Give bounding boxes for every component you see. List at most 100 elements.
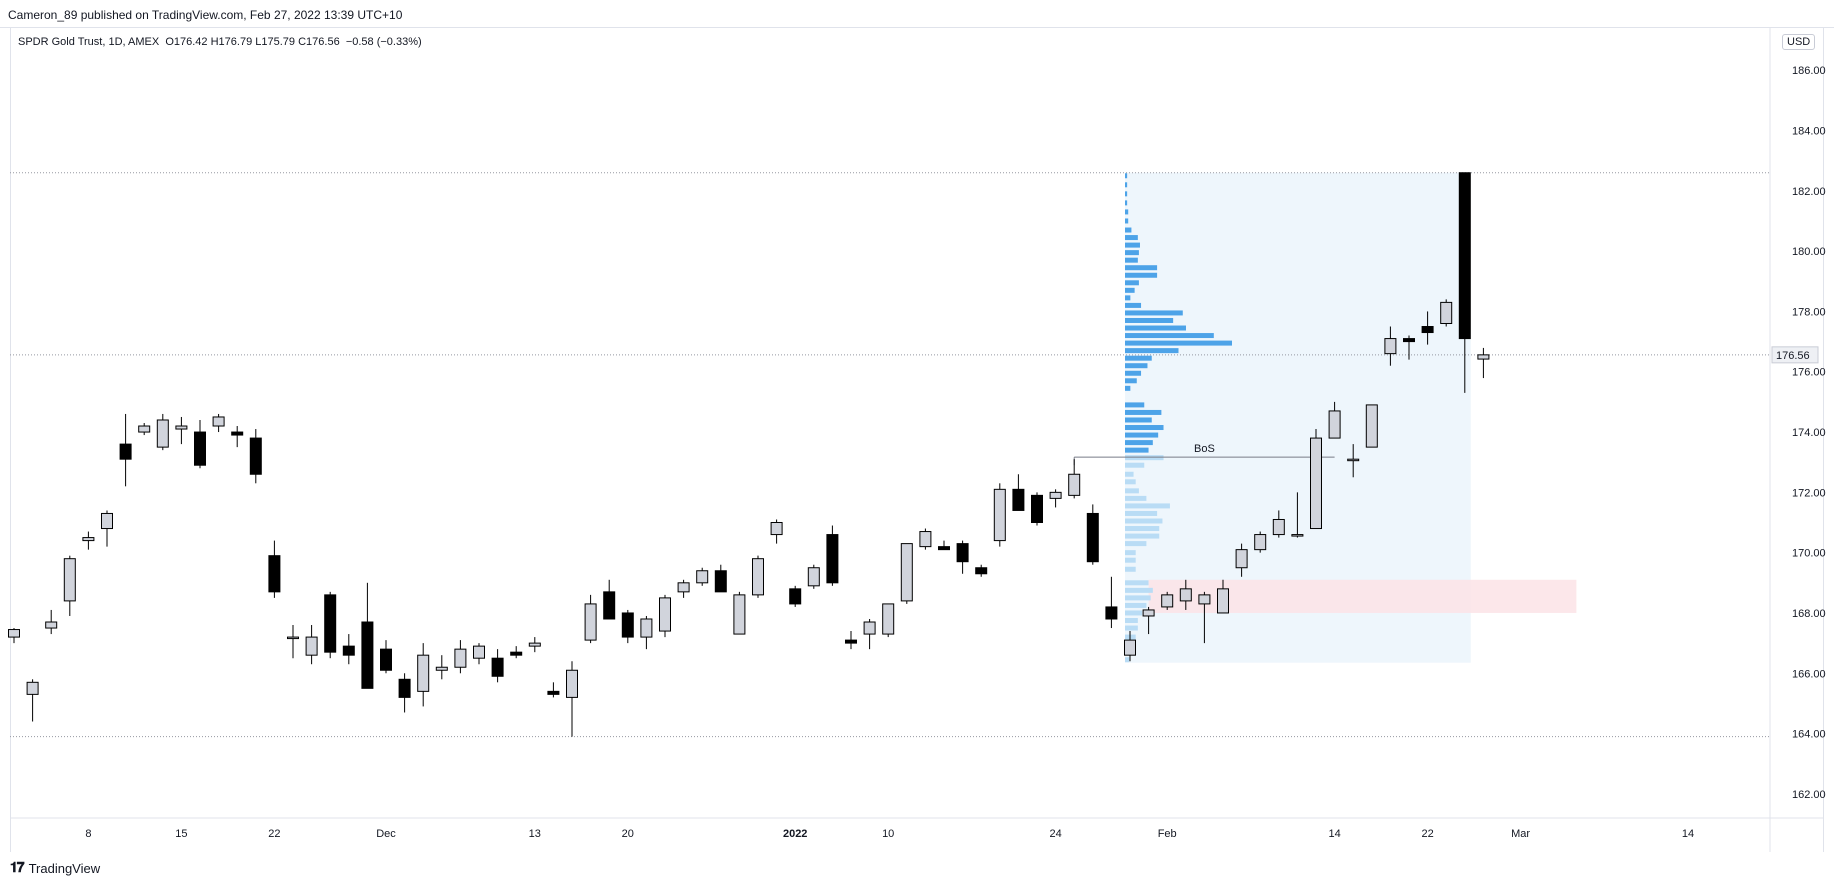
candle-body <box>1347 458 1360 462</box>
price-tick-label: 186.00 <box>1792 65 1826 77</box>
volume-profile-row <box>1125 333 1214 339</box>
candle-body <box>603 591 616 620</box>
time-tick-label: 8 <box>85 828 91 840</box>
candle-body <box>677 582 690 593</box>
legend-open: O176.42 <box>165 36 208 48</box>
top-bar: Cameron_89 published on TradingView.com,… <box>0 0 1834 28</box>
candle-body <box>993 488 1006 542</box>
price-tick-label: 170.00 <box>1792 548 1826 560</box>
volume-profile-row <box>1125 488 1139 494</box>
currency-button[interactable]: USD <box>1782 34 1816 50</box>
candle-body <box>826 534 839 584</box>
volume-profile-row <box>1125 479 1136 485</box>
volume-profile-row <box>1125 348 1179 354</box>
price-tick-label: 176.00 <box>1792 367 1826 379</box>
volume-profile-row <box>1125 566 1136 572</box>
time-tick-label: 15 <box>175 828 187 840</box>
volume-profile-row <box>1125 409 1162 415</box>
legend-symbol: SPDR Gold Trust, 1D, AMEX <box>18 36 160 48</box>
last-price-label: 176.56 <box>1776 350 1810 362</box>
candle-body <box>1254 534 1267 551</box>
legend-high: H176.79 <box>210 36 253 48</box>
candle-body <box>659 597 671 632</box>
price-tick-label: 164.00 <box>1792 729 1826 741</box>
price-tick-label: 168.00 <box>1792 608 1826 620</box>
volume-profile-row <box>1125 182 1128 188</box>
candle-body <box>380 648 392 671</box>
candle-body <box>1403 338 1415 343</box>
legend-low: L175.79 <box>255 36 296 48</box>
candle-body <box>863 621 876 635</box>
volume-profile-row <box>1125 340 1232 346</box>
candle-body <box>1086 512 1099 563</box>
candle-body <box>305 636 318 656</box>
candle-body <box>1217 588 1229 614</box>
volume-profile-row <box>1125 587 1153 593</box>
volume-profile-row <box>1125 550 1136 556</box>
candle-body <box>640 618 653 638</box>
candle-body <box>1384 338 1397 355</box>
candle-body <box>287 636 299 640</box>
volume-profile-row <box>1125 462 1145 468</box>
volume-profile-row <box>1125 510 1158 516</box>
candle-body <box>491 657 504 677</box>
volume-profile-row <box>1125 325 1186 331</box>
candle-body <box>621 612 634 638</box>
volume-profile-row <box>1125 218 1129 224</box>
volume-profile-row <box>1125 200 1128 206</box>
candle-body <box>1477 354 1490 360</box>
legend-close: C176.56 <box>298 36 340 48</box>
candle-body <box>212 416 225 427</box>
price-tick-label: 184.00 <box>1792 126 1826 138</box>
candle-body <box>1365 404 1378 448</box>
last-price-marker <box>1771 346 1819 364</box>
price-tick-label: 174.00 <box>1792 427 1826 439</box>
time-tick-label: Dec <box>376 828 396 840</box>
candle-body <box>175 425 188 430</box>
demand-zone <box>1148 579 1577 613</box>
candle-body <box>975 567 988 575</box>
candle-body <box>938 546 950 551</box>
candle-body <box>1198 594 1211 605</box>
price-tick-label: 178.00 <box>1792 306 1826 318</box>
volume-profile-row <box>1125 280 1139 286</box>
candle-body <box>249 437 262 475</box>
price-tick-label: 162.00 <box>1792 789 1826 801</box>
candle-body <box>1031 494 1043 524</box>
candle-body <box>268 555 281 593</box>
candle-body <box>1012 488 1025 511</box>
price-tick-label: 182.00 <box>1792 186 1826 198</box>
candle-body <box>714 570 727 593</box>
volume-profile-row <box>1125 227 1132 233</box>
volume-profile-row <box>1125 385 1131 391</box>
candle-body <box>1440 301 1453 324</box>
volume-profile-row <box>1125 355 1152 361</box>
volume-profile-row <box>1125 191 1128 197</box>
volume-profile-row <box>1125 272 1158 278</box>
footer-brand[interactable]: TradingView <box>28 860 101 876</box>
volume-profile-row <box>1125 173 1128 179</box>
candle-body <box>733 594 746 635</box>
time-tick-label: 14 <box>1328 828 1340 840</box>
volume-profile-row <box>1125 370 1142 376</box>
candle-body <box>342 645 355 656</box>
candle-body <box>1179 588 1192 602</box>
bos-label: BoS <box>1194 443 1215 455</box>
candle-body <box>510 651 523 656</box>
volume-profile-row <box>1125 287 1135 293</box>
candle-body <box>63 558 76 602</box>
candle-body <box>417 654 430 692</box>
volume-profile-row <box>1125 257 1138 263</box>
candle-body <box>1421 326 1434 334</box>
volume-profile-row <box>1125 526 1160 532</box>
volume-profile-row <box>1125 265 1158 271</box>
volume-profile-row <box>1125 557 1136 563</box>
time-tick-label: 20 <box>622 828 634 840</box>
time-tick-label: Feb <box>1158 828 1177 840</box>
volume-profile-row <box>1125 209 1129 215</box>
time-tick-label: 22 <box>268 828 280 840</box>
legend-change: −0.58 (−0.33%) <box>345 36 422 48</box>
tradingview-logo-icon[interactable]: 𝟏𝟕 <box>10 860 25 876</box>
candle-body <box>1235 549 1248 569</box>
